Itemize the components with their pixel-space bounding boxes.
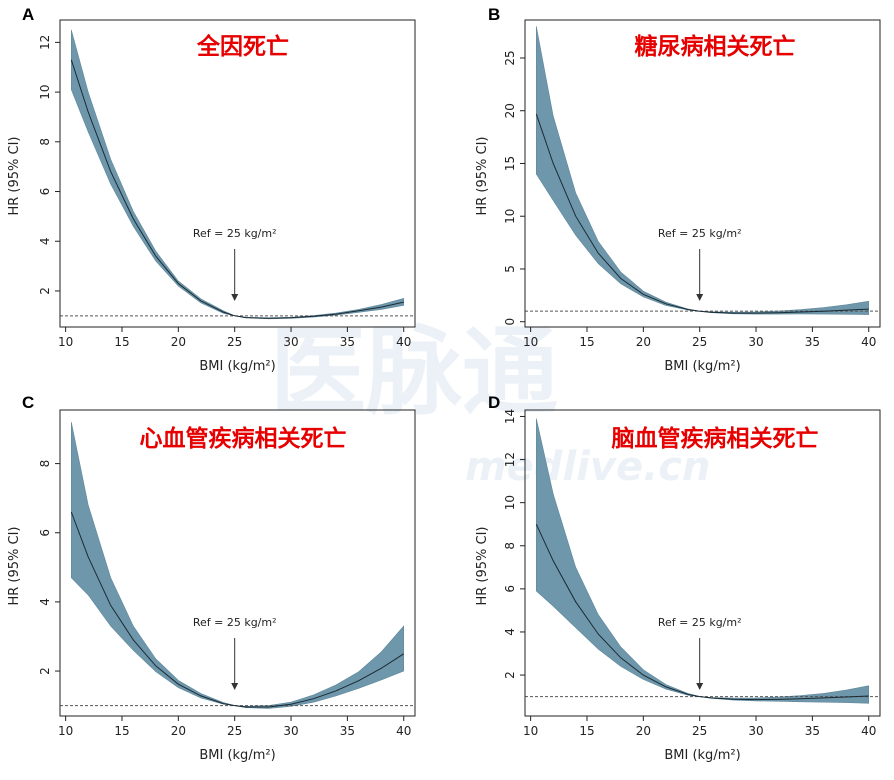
x-tick-label: 40 <box>396 724 411 738</box>
x-tick-label: 30 <box>748 724 763 738</box>
y-tick-label: 10 <box>503 495 517 510</box>
x-axis-label: BMI (kg/m²) <box>664 359 740 374</box>
y-tick-label: 8 <box>38 138 52 146</box>
x-axis-label: BMI (kg/m²) <box>199 748 275 763</box>
y-tick-label: 2 <box>38 287 52 295</box>
y-tick-label: 6 <box>38 188 52 196</box>
x-tick-label: 15 <box>114 724 129 738</box>
y-tick-label: 2 <box>503 671 517 679</box>
x-tick-label: 25 <box>227 724 242 738</box>
y-tick-label: 12 <box>38 35 52 50</box>
x-axis-label: BMI (kg/m²) <box>199 359 275 374</box>
y-axis-label: HR (95% CI) <box>475 526 490 605</box>
y-tick-label: 10 <box>38 84 52 99</box>
x-tick-label: 25 <box>692 724 707 738</box>
y-tick-label: 4 <box>503 628 517 636</box>
ref-arrowhead <box>696 683 704 690</box>
x-tick-label: 10 <box>58 335 73 349</box>
x-tick-label: 20 <box>636 335 651 349</box>
y-tick-label: 10 <box>503 209 517 224</box>
ref-annotation: Ref = 25 kg/m² <box>193 227 277 240</box>
x-tick-label: 30 <box>283 724 298 738</box>
plot-frame <box>524 409 881 717</box>
x-tick-label: 40 <box>396 335 411 349</box>
ci-band <box>71 29 404 320</box>
plot-frame <box>524 19 881 328</box>
x-tick-label: 15 <box>114 335 129 349</box>
y-tick-label: 8 <box>38 460 52 468</box>
x-tick-label: 15 <box>579 724 594 738</box>
panel-letter: B <box>488 5 500 24</box>
x-tick-label: 20 <box>171 335 186 349</box>
hr-line <box>70 59 404 319</box>
panel-title: 全因死亡 <box>196 33 289 60</box>
panel-letter: D <box>488 393 500 412</box>
plot-frame <box>59 409 416 717</box>
ref-annotation: Ref = 25 kg/m² <box>193 616 277 629</box>
hr-line <box>70 511 404 708</box>
y-tick-label: 25 <box>503 50 517 65</box>
y-tick-label: 6 <box>38 529 52 537</box>
ref-arrowhead <box>231 294 239 301</box>
panel-b: B 糖尿病相关死亡 10 15 20 25 30 35 40 0 5 10 15 20 25 BMI (kg/… <box>475 5 881 374</box>
plot-frame <box>59 19 416 328</box>
y-tick-label: 12 <box>503 452 517 467</box>
x-tick-label: 35 <box>805 724 820 738</box>
panel-title: 脑血管疾病相关死亡 <box>612 425 819 452</box>
hr-line <box>535 523 869 701</box>
y-tick-label: 20 <box>503 103 517 118</box>
x-tick-label: 10 <box>523 724 538 738</box>
panel-d: D 脑血管疾病相关死亡 10 15 20 25 30 35 40 2 4 6 8 10 12 14 BMI (k… <box>475 393 881 763</box>
x-axis-label: BMI (kg/m²) <box>664 748 740 763</box>
x-tick-label: 30 <box>283 335 298 349</box>
ref-arrowhead <box>231 683 239 690</box>
watermark: 医脉通 medlive.cn <box>270 316 710 490</box>
y-tick-label: 4 <box>38 598 52 606</box>
panel-title: 心血管疾病相关死亡 <box>140 425 347 452</box>
x-tick-label: 35 <box>805 335 820 349</box>
x-tick-label: 40 <box>861 724 876 738</box>
x-tick-label: 20 <box>171 724 186 738</box>
panel-title: 糖尿病相关死亡 <box>635 33 796 60</box>
x-tick-label: 35 <box>340 335 355 349</box>
x-tick-label: 30 <box>748 335 763 349</box>
x-tick-label: 10 <box>523 335 538 349</box>
y-tick-label: 15 <box>503 156 517 171</box>
y-tick-label: 0 <box>503 318 517 326</box>
ci-band <box>536 26 869 315</box>
ref-annotation: Ref = 25 kg/m² <box>658 616 742 629</box>
panel-c: C 心血管疾病相关死亡 10 15 20 25 30 35 40 2 4 6 8 BMI (kg/m²) H… <box>7 393 416 763</box>
y-axis-label: HR (95% CI) <box>7 136 22 215</box>
y-tick-label: 4 <box>38 237 52 245</box>
hr-line <box>535 113 869 314</box>
ci-band <box>71 422 404 709</box>
x-tick-label: 40 <box>861 335 876 349</box>
y-tick-label: 8 <box>503 542 517 550</box>
y-tick-label: 5 <box>503 265 517 273</box>
ref-arrowhead <box>696 294 704 301</box>
panel-letter: A <box>22 5 34 24</box>
panel-a: A 全因死亡 10 15 20 25 30 35 40 2 4 6 8 10 12 BMI (kg/m²) HR… <box>7 5 416 374</box>
ci-band <box>536 418 869 704</box>
y-axis-label: HR (95% CI) <box>7 526 22 605</box>
y-tick-label: 2 <box>38 667 52 675</box>
y-axis-label: HR (95% CI) <box>475 136 490 215</box>
x-tick-label: 10 <box>58 724 73 738</box>
panel-letter: C <box>22 393 34 412</box>
x-tick-label: 20 <box>636 724 651 738</box>
y-tick-label: 6 <box>503 585 517 593</box>
x-tick-label: 25 <box>227 335 242 349</box>
x-tick-label: 35 <box>340 724 355 738</box>
x-tick-label: 15 <box>579 335 594 349</box>
ref-annotation: Ref = 25 kg/m² <box>658 227 742 240</box>
y-tick-label: 14 <box>503 409 517 424</box>
x-tick-label: 25 <box>692 335 707 349</box>
watermark-site: medlive.cn <box>465 444 710 490</box>
watermark-brand: 医脉通 <box>270 316 558 428</box>
